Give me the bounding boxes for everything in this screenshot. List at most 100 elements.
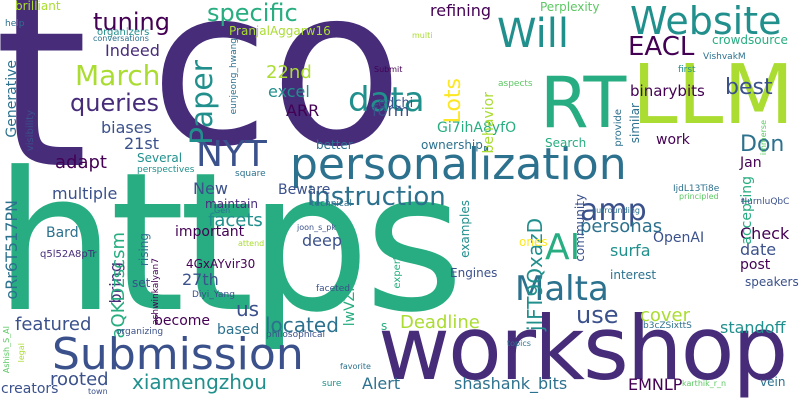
word-accepting: accepting	[739, 176, 755, 245]
word-form: form	[372, 101, 410, 120]
word-better: better	[316, 138, 353, 152]
word-provide: provide	[613, 109, 624, 147]
word-data: data	[348, 80, 425, 120]
word-square: square	[235, 169, 266, 179]
word-oRr6T517PN: oRr6T517PN	[2, 200, 21, 300]
word-excel: excel	[268, 82, 310, 101]
word-organizers: organizers	[97, 27, 150, 38]
word-brilliant: brilliant	[15, 0, 61, 13]
word-tuning: tuning	[93, 8, 170, 36]
word-aspects: aspects	[498, 79, 533, 89]
word-set: set	[132, 276, 151, 290]
word-ARR: ARR	[286, 101, 320, 120]
word-s: s	[381, 319, 388, 333]
word-Engines: Engines	[450, 266, 498, 280]
word-workshop: workshop	[378, 297, 788, 400]
word-behavior: behavior	[481, 92, 497, 154]
word-Alert: Alert	[362, 374, 401, 393]
word-Check: Check	[740, 224, 790, 243]
word-help: help	[5, 19, 25, 29]
word-aQKDzscsm: aQKDzscsm	[108, 232, 129, 339]
word-community: community	[573, 194, 587, 262]
word-legal: legal	[17, 343, 26, 363]
word-located: located	[265, 313, 339, 337]
word-joon-s-pk: joon_s_pk	[297, 223, 336, 232]
word-q5l52A8pTr: q5l52A8pTr	[40, 249, 97, 260]
word-visibility: visibility	[25, 110, 36, 152]
word-cover: cover	[640, 305, 691, 326]
word-Gen: Gen	[214, 206, 231, 215]
word-conversations: conversations	[93, 34, 149, 43]
word-Beware: Beware	[278, 182, 331, 198]
word-karthik-r-n: karthik_r_n	[682, 379, 727, 388]
word-expertise: expertise	[392, 242, 403, 289]
word-xiamengzhou: xiamengzhou	[132, 370, 267, 394]
word-Bard: Bard	[46, 225, 79, 241]
word-4GxAYvir30: 4GxAYvir30	[186, 257, 256, 271]
word-Several: Several	[137, 151, 183, 165]
word-similar: similar	[628, 103, 642, 144]
word-refining: refining	[430, 1, 492, 20]
word-creators: creators	[1, 381, 59, 397]
word-Jan: Jan	[740, 155, 762, 171]
word-Website: Website	[630, 0, 782, 43]
word-Gi7ihA8yfO: Gi7ihA8yfO	[437, 120, 517, 136]
word-first: first	[678, 65, 696, 75]
word-AI: AI	[545, 227, 581, 268]
word-New: New	[193, 179, 228, 198]
word-ashwinkalyan7: ashwinkalyan7	[151, 258, 161, 325]
word-faceted: faceted	[316, 284, 350, 294]
word-immerse: immerse	[759, 120, 768, 156]
word-us: us	[236, 297, 260, 321]
word-vein: vein	[760, 375, 786, 389]
word-philosophical: philosophical	[266, 330, 326, 340]
word-eunjeong-hwang: eunjeong_hwang	[229, 38, 239, 115]
word-Perplexity: Perplexity	[540, 0, 600, 14]
word-rising: rising	[137, 233, 151, 267]
word-EMNLP: EMNLP	[628, 375, 683, 394]
word-ownership: ownership	[421, 138, 483, 152]
word-featured: featured	[15, 314, 92, 335]
word-post: post	[740, 257, 771, 273]
word-important: important	[175, 224, 245, 240]
word-perspectives: perspectives	[137, 165, 195, 175]
word-RT: RT	[540, 62, 627, 144]
word-use: use	[576, 301, 619, 329]
word-IjdL13Ti8e: IjdL13Ti8e	[673, 184, 720, 194]
word-surfa: surfa	[610, 241, 651, 260]
word-deep: deep	[302, 231, 342, 250]
word-town: town	[88, 387, 108, 396]
word-Indeed: Indeed	[105, 41, 160, 60]
word-co: co	[150, 0, 404, 195]
word-Ashish-S-AI: Ashish_S_AI	[2, 326, 11, 374]
word-facets: facets	[208, 210, 263, 231]
word-best: best	[725, 75, 773, 100]
word-PranjalAggarw16: PranjalAggarw16	[229, 24, 331, 38]
word-NYT: NYT	[196, 134, 267, 175]
word-Malta: Malta	[515, 269, 609, 309]
word-rooted: rooted	[50, 369, 109, 390]
word-biases: biases	[101, 118, 152, 137]
word-queries: queries	[70, 89, 160, 117]
word-attend: attend	[238, 239, 265, 248]
word-Lots: Lots	[441, 78, 466, 124]
word-personalization: personalization	[290, 139, 627, 190]
word-examples: examples	[458, 200, 472, 258]
word-ones: ones	[519, 235, 548, 249]
word-standoff: standoff	[720, 318, 786, 337]
word-shashank-bits: shashank_bits	[454, 374, 568, 393]
word-Paper: Paper	[185, 60, 220, 145]
word-Submission: Submission	[52, 329, 304, 380]
word-technical: technical	[311, 199, 352, 209]
word-topics: topics	[507, 339, 531, 348]
word-https: https	[0, 132, 464, 355]
word-Will: Will	[497, 11, 570, 57]
word-personas: personas	[580, 216, 663, 237]
word-surrounding: surrounding	[592, 206, 640, 215]
word-LLM: LLM	[632, 48, 795, 143]
word-multi: multi	[412, 31, 433, 40]
word-Don: Don	[740, 132, 785, 157]
word-instruction: instruction	[307, 182, 446, 212]
word-binarybits: binarybits	[630, 82, 705, 100]
